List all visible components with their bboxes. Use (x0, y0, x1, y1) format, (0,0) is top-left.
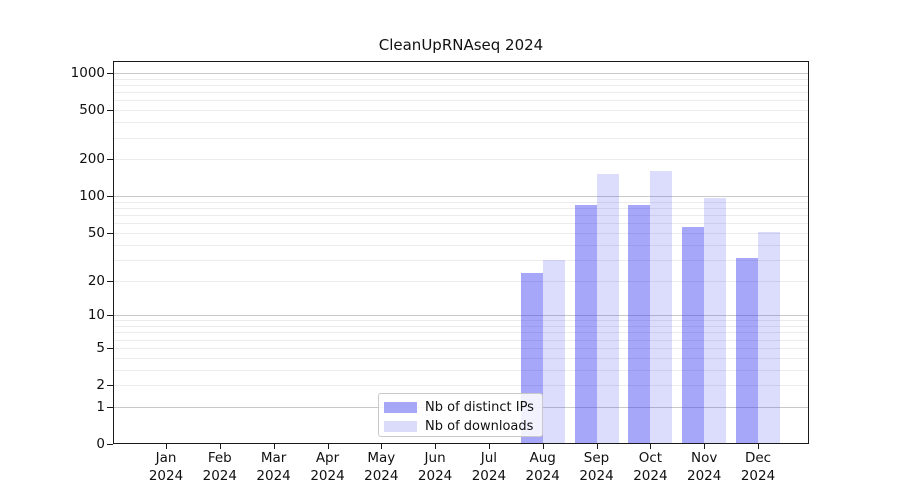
bar (650, 171, 673, 443)
x-tick-label: Jul 2024 (471, 450, 507, 484)
gridline-minor (114, 280, 808, 282)
gridline-major (114, 315, 808, 317)
gridline-minor (114, 78, 808, 80)
gridline-minor (114, 201, 808, 203)
y-tick-label: 0 (96, 436, 105, 452)
x-tick-mark (327, 444, 329, 449)
gridline-minor (114, 223, 808, 225)
gridline-minor (114, 357, 808, 359)
x-tick-mark (219, 444, 221, 449)
bar (596, 173, 619, 443)
bar (736, 257, 758, 443)
x-tick-label: Dec 2024 (740, 450, 776, 484)
y-tick-mark (107, 347, 113, 349)
legend-swatch-distinct-ips (384, 402, 417, 413)
x-tick-mark (381, 444, 383, 449)
y-tick-mark (107, 110, 113, 112)
gridline-minor (114, 320, 808, 322)
gridline-minor (114, 85, 808, 86)
bar (542, 259, 565, 443)
x-tick-label: Jun 2024 (417, 450, 453, 484)
gridline-minor (114, 159, 808, 161)
y-tick-label: 2 (96, 377, 105, 393)
legend-label-distinct-ips: Nb of distinct IPs (425, 400, 534, 415)
x-tick-label: Jan 2024 (148, 450, 184, 484)
gridline-minor (114, 122, 808, 124)
y-tick-mark (107, 385, 113, 386)
legend-swatch-downloads (384, 421, 417, 432)
x-tick-label: Nov 2024 (687, 450, 722, 484)
y-tick-mark (107, 73, 113, 74)
gridline-minor (114, 332, 808, 334)
x-tick-label: Sep 2024 (579, 450, 614, 484)
legend: Nb of distinct IPs Nb of downloads (378, 393, 543, 437)
y-tick-mark (107, 280, 113, 282)
y-tick-label: 100 (79, 188, 105, 205)
gridline-minor (114, 369, 808, 371)
x-tick-label: Mar 2024 (256, 450, 291, 484)
chart-title: CleanUpRNAseq 2024 (378, 36, 544, 54)
x-tick-label: Oct 2024 (633, 450, 668, 484)
x-tick-label: Feb 2024 (202, 450, 237, 484)
y-tick-label: 1 (96, 398, 105, 415)
y-tick-label: 1000 (70, 65, 105, 81)
gridline-minor (114, 137, 808, 139)
y-tick-label: 500 (79, 102, 105, 119)
x-tick-mark (273, 444, 275, 449)
gridline-minor (114, 347, 808, 349)
gridline-minor (114, 110, 808, 112)
x-tick-label: Apr 2024 (310, 450, 345, 484)
gridline-minor (114, 215, 808, 217)
gridline-minor (114, 100, 808, 102)
y-tick-label: 200 (79, 151, 105, 168)
gridline-minor (114, 326, 808, 327)
gridline-minor (114, 208, 808, 209)
gridline-minor (114, 244, 808, 246)
gridline-minor (114, 385, 808, 386)
bar (704, 197, 727, 443)
y-tick-mark (107, 444, 113, 445)
x-tick-mark (650, 444, 652, 449)
y-tick-label: 5 (96, 339, 105, 356)
x-tick-mark (704, 444, 706, 449)
gridline-minor (114, 92, 808, 94)
bar (758, 231, 780, 443)
x-tick-mark (488, 444, 490, 449)
x-tick-mark (542, 444, 544, 449)
x-tick-mark (758, 444, 759, 449)
y-tick-mark (107, 159, 113, 161)
bar (682, 226, 705, 443)
y-tick-label: 10 (87, 307, 105, 324)
y-tick-mark (107, 196, 113, 198)
gridline-minor (114, 232, 808, 234)
gridline-minor (114, 259, 808, 261)
y-tick-mark (107, 315, 113, 317)
y-tick-label: 50 (87, 224, 105, 241)
x-tick-mark (596, 444, 598, 449)
gridline-major (114, 196, 808, 198)
y-tick-mark (107, 406, 113, 408)
legend-item-distinct-ips: Nb of distinct IPs (384, 398, 542, 417)
y-tick-label: 20 (87, 272, 105, 289)
legend-item-downloads: Nb of downloads (384, 417, 542, 436)
gridline-major (114, 73, 808, 74)
bar (574, 205, 597, 443)
bar (628, 205, 651, 443)
y-tick-mark (107, 232, 113, 234)
gridline-minor (114, 339, 808, 341)
x-tick-mark (435, 444, 437, 449)
legend-label-downloads: Nb of downloads (425, 419, 534, 434)
x-tick-label: May 2024 (364, 450, 399, 484)
x-tick-label: Aug 2024 (525, 450, 560, 484)
x-tick-mark (166, 444, 167, 449)
